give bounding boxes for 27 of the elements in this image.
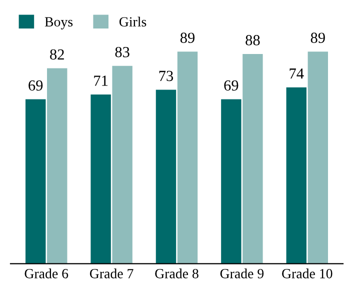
x-tick-label: Grade 6 <box>24 268 68 278</box>
bar <box>156 90 176 264</box>
legend-label: Boys <box>44 17 73 30</box>
x-tick-label: Grade 10 <box>282 268 332 278</box>
bar <box>90 94 111 264</box>
bar <box>242 54 263 264</box>
bar <box>221 99 242 264</box>
x-tick-label: Grade 7 <box>90 268 134 278</box>
data-label: 73 <box>159 70 174 82</box>
bar <box>286 87 306 264</box>
bar <box>47 68 68 264</box>
data-label: 69 <box>224 80 238 91</box>
data-label: 89 <box>180 32 195 43</box>
x-tick-label: Grade 9 <box>220 268 264 278</box>
data-label: 83 <box>115 46 130 58</box>
data-label: 89 <box>310 32 325 43</box>
bar <box>177 52 198 264</box>
bar <box>112 66 132 264</box>
data-label: 69 <box>28 80 43 91</box>
x-tick-label: Grade 8 <box>155 268 198 278</box>
data-label: 71 <box>94 76 108 86</box>
bar <box>25 99 46 264</box>
legend-label: Girls <box>119 16 146 27</box>
data-label: 88 <box>246 35 260 46</box>
data-label: 82 <box>50 49 64 60</box>
bar <box>308 52 328 264</box>
data-label: 74 <box>290 68 304 79</box>
